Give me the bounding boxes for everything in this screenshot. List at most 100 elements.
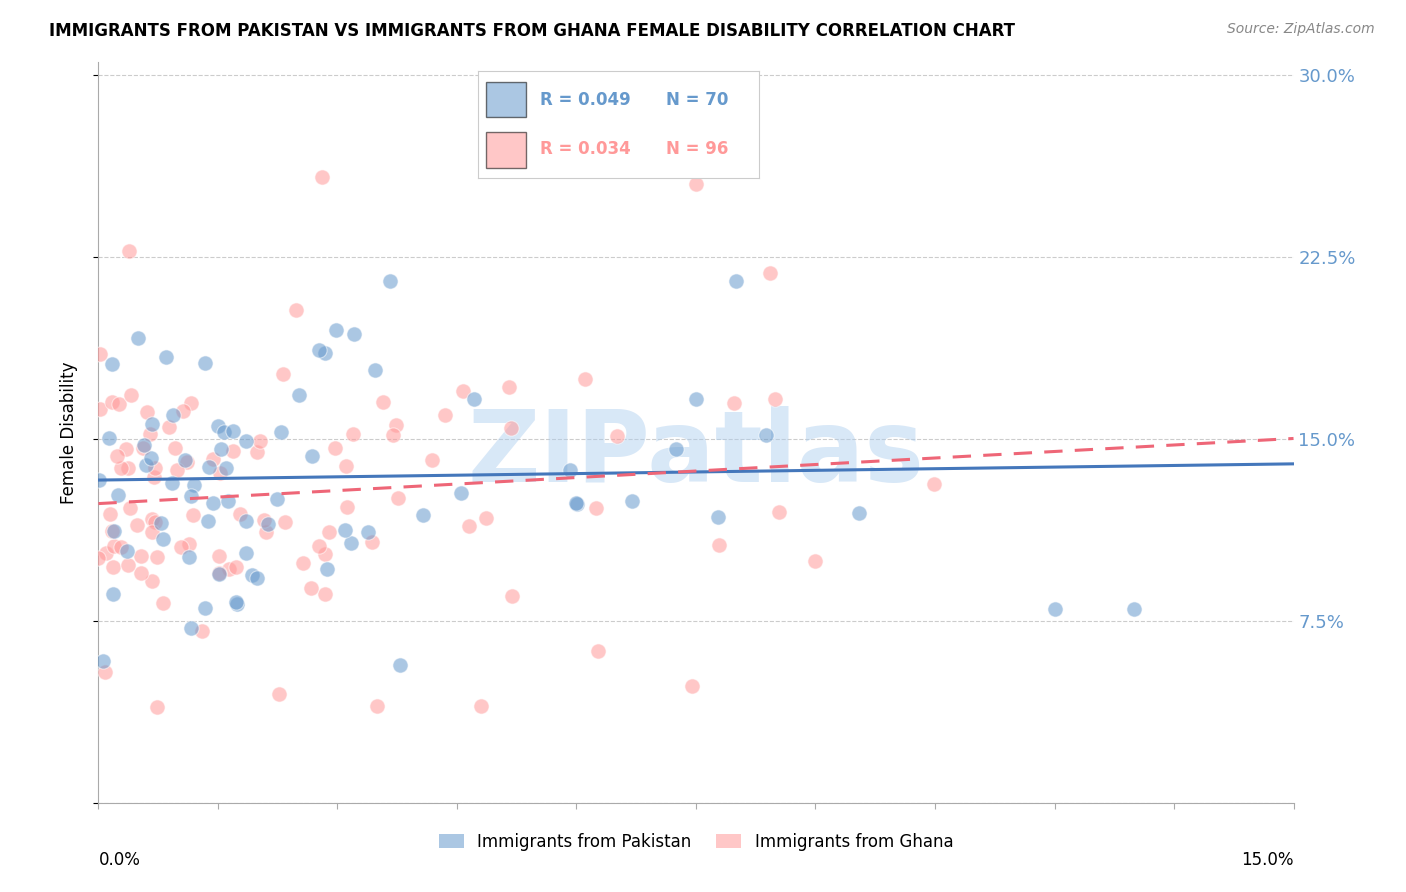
- Point: [225, 559, 247, 574]
- Point: [143, 461, 166, 475]
- Point: [155, 350, 177, 364]
- Point: [174, 453, 197, 467]
- Point: [173, 404, 195, 418]
- Point: [256, 517, 278, 532]
- Point: [606, 428, 628, 442]
- Point: [685, 177, 707, 191]
- FancyBboxPatch shape: [486, 82, 526, 118]
- Point: [215, 460, 238, 475]
- Point: [335, 458, 357, 473]
- Point: [299, 582, 322, 596]
- Point: [202, 496, 225, 510]
- Point: [499, 420, 522, 434]
- Text: R = 0.034: R = 0.034: [540, 141, 631, 159]
- Point: [723, 396, 745, 410]
- Point: [93, 654, 115, 668]
- Point: [724, 274, 747, 288]
- Point: [105, 449, 128, 463]
- Point: [382, 427, 405, 442]
- Point: [755, 427, 778, 442]
- Point: [132, 438, 155, 452]
- Point: [335, 500, 357, 515]
- Point: [271, 368, 294, 382]
- Point: [270, 425, 292, 439]
- Text: N = 96: N = 96: [666, 141, 728, 159]
- Point: [458, 519, 481, 533]
- Point: [201, 452, 224, 467]
- Point: [145, 700, 167, 714]
- Point: [707, 538, 730, 552]
- Point: [285, 303, 308, 318]
- Point: [209, 442, 232, 457]
- Point: [222, 425, 245, 439]
- Point: [180, 621, 202, 635]
- Point: [366, 698, 388, 713]
- Point: [149, 516, 172, 531]
- Point: [225, 595, 247, 609]
- Point: [160, 476, 183, 491]
- Point: [412, 508, 434, 522]
- Point: [804, 554, 827, 568]
- Point: [586, 644, 609, 658]
- Point: [152, 532, 174, 546]
- Point: [132, 441, 155, 455]
- Point: [141, 417, 163, 431]
- Point: [198, 459, 221, 474]
- Point: [475, 511, 498, 525]
- Point: [318, 525, 340, 540]
- Point: [89, 401, 111, 416]
- Point: [138, 426, 160, 441]
- Point: [212, 425, 235, 440]
- Point: [1123, 601, 1146, 615]
- Point: [146, 549, 169, 564]
- Point: [848, 506, 870, 520]
- Point: [340, 536, 363, 550]
- Point: [152, 596, 174, 610]
- Point: [314, 547, 336, 561]
- Point: [103, 524, 125, 538]
- Point: [117, 460, 139, 475]
- Point: [763, 392, 786, 406]
- Point: [470, 698, 492, 713]
- Point: [246, 445, 269, 459]
- Point: [681, 679, 703, 693]
- Point: [183, 477, 205, 491]
- Point: [360, 535, 382, 549]
- Point: [89, 347, 111, 361]
- Point: [176, 454, 198, 468]
- Point: [107, 487, 129, 501]
- Point: [498, 380, 520, 394]
- Point: [235, 546, 257, 560]
- Point: [98, 431, 121, 445]
- Point: [463, 392, 485, 406]
- Point: [385, 418, 408, 433]
- Text: N = 70: N = 70: [666, 91, 728, 109]
- Point: [222, 443, 245, 458]
- Point: [501, 589, 523, 603]
- Point: [217, 493, 239, 508]
- Point: [100, 507, 122, 521]
- Point: [450, 486, 472, 500]
- Point: [235, 434, 257, 449]
- Point: [129, 566, 152, 580]
- Point: [323, 442, 346, 456]
- Point: [343, 326, 366, 341]
- Point: [209, 467, 232, 481]
- Point: [229, 508, 252, 522]
- Point: [115, 442, 138, 456]
- Point: [560, 463, 582, 477]
- Point: [387, 491, 409, 506]
- Point: [316, 562, 339, 576]
- Point: [120, 388, 142, 402]
- Text: ZIPatlas: ZIPatlas: [468, 407, 924, 503]
- Point: [314, 587, 336, 601]
- Point: [420, 452, 443, 467]
- Point: [451, 384, 474, 398]
- Point: [177, 537, 200, 551]
- Point: [117, 558, 139, 572]
- Point: [253, 512, 276, 526]
- Point: [267, 687, 290, 701]
- Point: [94, 546, 117, 560]
- Point: [131, 549, 153, 564]
- Point: [136, 405, 159, 419]
